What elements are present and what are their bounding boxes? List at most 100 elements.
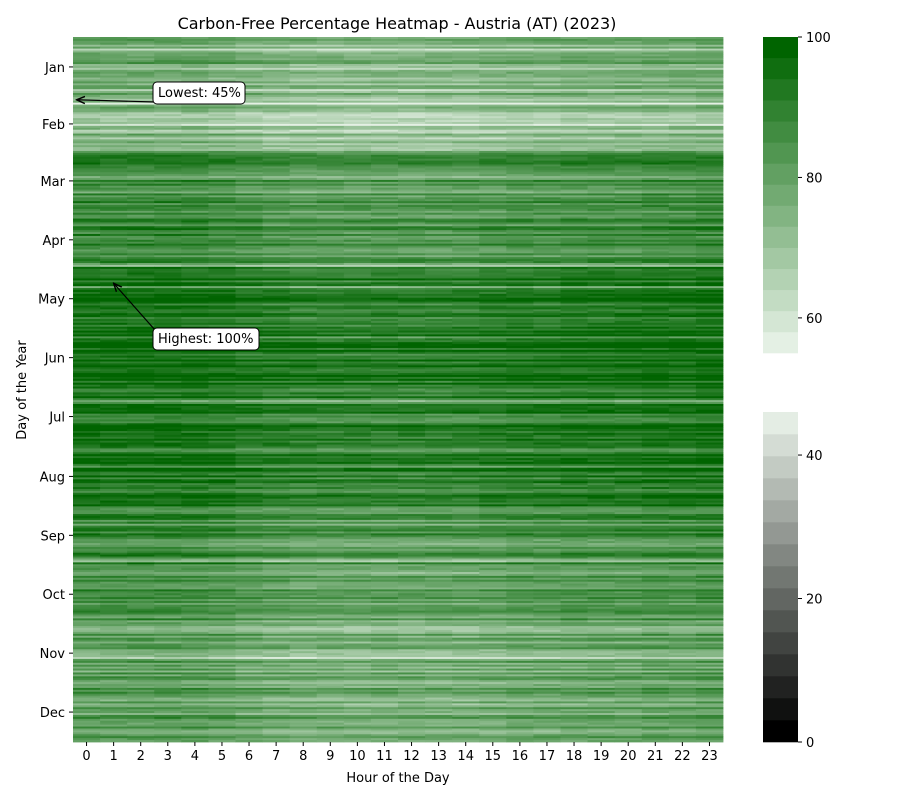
heatmap-cell (614, 125, 643, 129)
heatmap-cell (154, 295, 182, 299)
heatmap-cell (452, 386, 480, 389)
heatmap-cell (533, 71, 561, 75)
heatmap-cell (127, 311, 155, 314)
heatmap-cell (560, 139, 588, 142)
heatmap-cell (370, 120, 399, 123)
heatmap-cell (316, 127, 345, 131)
heatmap-cell (370, 226, 399, 229)
heatmap-cell (533, 291, 561, 295)
heatmap-cell (479, 288, 507, 291)
heatmap-cell (208, 38, 236, 42)
heatmap-cell (668, 311, 697, 314)
heatmap-cell (425, 284, 453, 287)
heatmap-cell (73, 216, 101, 219)
heatmap-cell (425, 340, 453, 343)
heatmap-cell (127, 152, 155, 156)
heatmap-cell (695, 75, 724, 78)
heatmap-cell (208, 77, 236, 80)
heatmap-cell (289, 131, 318, 134)
heatmap-cell (208, 388, 236, 391)
heatmap-cell (127, 297, 155, 301)
heatmap-cell (695, 386, 724, 389)
heatmap-cell (316, 40, 345, 44)
heatmap-cell (479, 174, 507, 177)
heatmap-cell (262, 147, 291, 150)
heatmap-cell (695, 344, 724, 347)
heatmap-cell (127, 98, 155, 102)
heatmap-cell (208, 154, 236, 158)
heatmap-cell (208, 156, 236, 160)
heatmap-cell (343, 307, 372, 310)
heatmap-cell (289, 241, 318, 245)
heatmap-cell (343, 164, 372, 167)
heatmap-cell (641, 311, 670, 314)
heatmap-cell (235, 291, 263, 295)
heatmap-cell (533, 201, 561, 204)
heatmap-cell (235, 305, 263, 308)
heatmap-cell (398, 116, 426, 119)
heatmap-cell (668, 156, 697, 160)
heatmap-cell (695, 247, 724, 250)
heatmap-cell (235, 203, 263, 206)
heatmap-cell (587, 150, 616, 154)
heatmap-cell (208, 380, 236, 384)
heatmap-cell (506, 382, 534, 386)
heatmap-cell (73, 411, 101, 415)
heatmap-cell (398, 187, 426, 190)
heatmap-cell (316, 206, 345, 210)
heatmap-cell (208, 320, 236, 324)
heatmap-cell (695, 249, 724, 252)
heatmap-cell (316, 108, 345, 111)
heatmap-cell (668, 218, 697, 221)
heatmap-cell (370, 79, 399, 82)
heatmap-cell (452, 411, 480, 415)
heatmap-cell (235, 359, 263, 362)
heatmap-cell (316, 237, 345, 241)
heatmap-cell (343, 160, 372, 163)
heatmap-cell (343, 257, 372, 260)
heatmap-cell (181, 48, 209, 51)
heatmap-cell (262, 400, 291, 403)
heatmap-cell (614, 359, 643, 362)
heatmap-cell (208, 110, 236, 113)
heatmap-cell (289, 313, 318, 316)
heatmap-cell (181, 46, 209, 49)
heatmap-cell (235, 195, 263, 198)
heatmap-cell (289, 208, 318, 212)
heatmap-cell (533, 359, 561, 362)
heatmap-cell (479, 38, 507, 42)
heatmap-cell (479, 338, 507, 341)
heatmap-cell (668, 365, 697, 368)
heatmap-cell (235, 216, 263, 219)
heatmap-cell (587, 168, 616, 171)
heatmap-cell (452, 255, 480, 258)
heatmap-cell (587, 44, 616, 48)
heatmap-cell (235, 170, 263, 173)
heatmap-cell (614, 85, 643, 88)
heatmap-cell (100, 257, 128, 260)
heatmap-cell (100, 232, 128, 235)
heatmap-cell (262, 96, 291, 100)
heatmap-cell (316, 77, 345, 80)
heatmap-cell (560, 255, 588, 258)
heatmap-cell (235, 77, 263, 80)
heatmap-cell (641, 407, 670, 411)
heatmap-cell (73, 226, 101, 229)
heatmap-cell (154, 44, 182, 48)
heatmap-cell (506, 69, 534, 73)
heatmap-cell (398, 299, 426, 303)
heatmap-cell (533, 185, 561, 189)
heatmap-cell (695, 255, 724, 258)
heatmap-cell (641, 65, 670, 69)
heatmap-cell (614, 237, 643, 241)
heatmap-cell (668, 255, 697, 258)
heatmap-cell (181, 351, 209, 355)
heatmap-cell (316, 58, 345, 61)
heatmap-cell (425, 411, 453, 415)
heatmap-cell (127, 83, 155, 86)
heatmap-cell (560, 54, 588, 57)
heatmap-cell (425, 123, 453, 127)
heatmap-cell (316, 257, 345, 260)
heatmap-cell (154, 220, 182, 223)
heatmap-cell (370, 249, 399, 252)
